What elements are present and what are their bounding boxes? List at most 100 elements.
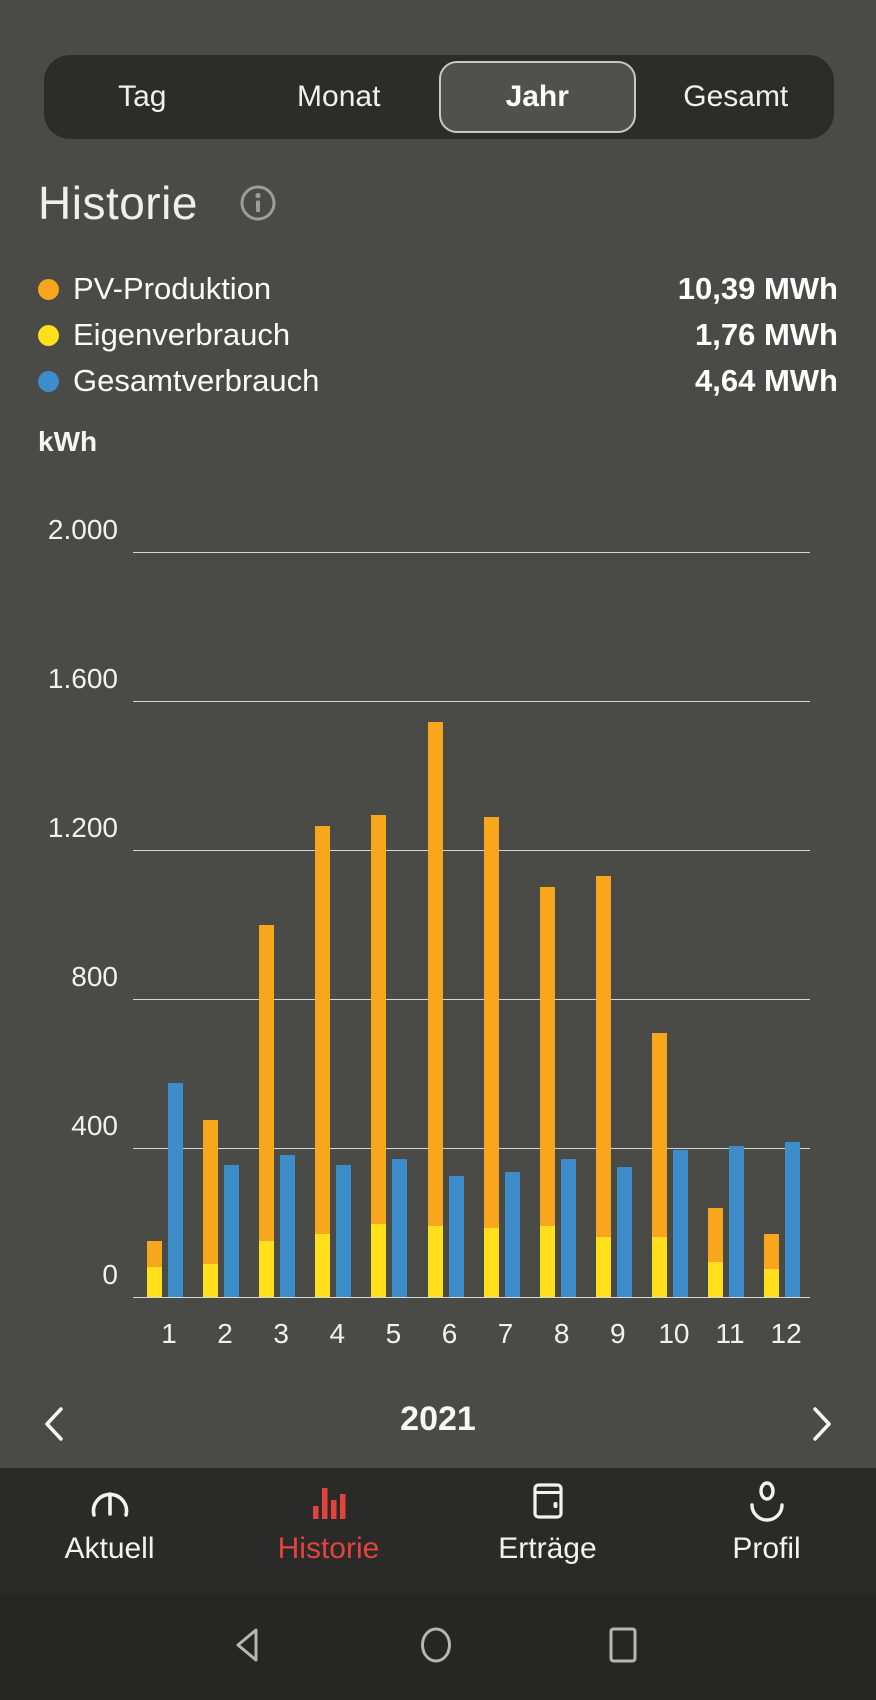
next-year-button[interactable] xyxy=(798,1402,842,1446)
eigenverbrauch-bar-month-10[interactable] xyxy=(651,1237,667,1297)
x-axis-month-label: 3 xyxy=(273,1318,289,1349)
y-axis-tick-label: 2.000 xyxy=(47,514,118,545)
gesamtverbrauch-bar-month-10[interactable] xyxy=(672,1149,688,1297)
gauge-icon xyxy=(87,1478,133,1524)
x-axis-month-label: 6 xyxy=(441,1318,458,1349)
previous-year-button[interactable] xyxy=(34,1402,78,1446)
android-back-button[interactable] xyxy=(219,1617,279,1677)
tab-period-tag[interactable]: Tag xyxy=(46,61,239,133)
y-axis-tick-label: 0 xyxy=(102,1259,118,1290)
back-icon xyxy=(226,1622,272,1673)
tab-period-label: Gesamt xyxy=(683,80,789,113)
nav-item-label: Aktuell xyxy=(64,1532,155,1565)
nav-item-label: Erträge xyxy=(498,1532,597,1565)
pv-produktion-bar-month-2[interactable] xyxy=(203,1120,219,1297)
gesamtverbrauch-bar-month-2[interactable] xyxy=(224,1164,240,1297)
pv-produktion-bar-month-8[interactable] xyxy=(539,887,555,1297)
gridline xyxy=(133,850,810,851)
legend-value: 4,64 MWh xyxy=(695,363,838,398)
tab-period-label: Jahr xyxy=(505,80,569,113)
pv-produktion-bar-month-6[interactable] xyxy=(427,721,443,1297)
home-icon xyxy=(413,1622,459,1673)
tab-period-label: Monat xyxy=(297,80,381,113)
legend-value: 1,76 MWh xyxy=(695,317,838,352)
x-axis-month-label: 4 xyxy=(329,1318,346,1349)
gesamtverbrauch-bar-month-1[interactable] xyxy=(168,1082,183,1297)
bottom-tab-bar: Aktuell Historie Erträge Profil xyxy=(0,1468,876,1594)
android-home-button[interactable] xyxy=(406,1617,466,1677)
nav-item-profil[interactable]: Profil xyxy=(657,1468,876,1594)
eigenverbrauch-bar-month-11[interactable] xyxy=(708,1261,723,1297)
legend-label: PV-Produktion xyxy=(73,271,272,306)
x-axis-month-label: 10 xyxy=(658,1318,690,1349)
eigenverbrauch-bar-month-9[interactable] xyxy=(595,1237,611,1297)
person-icon xyxy=(744,1478,790,1524)
gridline xyxy=(133,552,810,553)
pv-produktion-bar-month-9[interactable] xyxy=(595,876,611,1297)
gesamtverbrauch-bar-month-12[interactable] xyxy=(785,1142,801,1297)
y-axis-tick-label: 400 xyxy=(71,1110,118,1141)
gesamtverbrauch-bar-month-11[interactable] xyxy=(729,1146,744,1297)
gesamtverbrauch-bar-month-6[interactable] xyxy=(448,1175,464,1297)
legend-dot-icon xyxy=(38,278,59,300)
nav-item-aktuell[interactable]: Aktuell xyxy=(0,1468,219,1594)
android-recents-button[interactable] xyxy=(593,1617,653,1677)
tab-period-monat[interactable]: Monat xyxy=(243,61,436,133)
tab-period-gesamt[interactable]: Gesamt xyxy=(640,61,833,133)
x-axis-month-label: 7 xyxy=(497,1318,514,1349)
gesamtverbrauch-bar-month-4[interactable] xyxy=(336,1164,352,1297)
eigenverbrauch-bar-month-7[interactable] xyxy=(483,1228,499,1297)
tab-period-label: Tag xyxy=(118,80,167,113)
legend-value: 10,39 MWh xyxy=(677,271,838,306)
nav-item-historie[interactable]: Historie xyxy=(219,1468,438,1594)
legend-label: Gesamtverbrauch xyxy=(73,363,320,398)
nav-item-label: Profil xyxy=(732,1532,801,1565)
pv-produktion-bar-month-7[interactable] xyxy=(483,816,499,1297)
x-axis-month-label: 2 xyxy=(217,1318,233,1349)
wallet-icon xyxy=(525,1478,571,1524)
y-axis-tick-label: 1.600 xyxy=(47,663,118,694)
info-icon[interactable] xyxy=(238,183,278,223)
eigenverbrauch-bar-month-1[interactable] xyxy=(147,1267,162,1297)
pv-produktion-bar-month-5[interactable] xyxy=(371,814,387,1297)
android-navigation-bar xyxy=(0,1594,876,1700)
x-axis-month-label: 9 xyxy=(610,1318,626,1349)
pv-produktion-bar-month-10[interactable] xyxy=(651,1032,667,1297)
gridline xyxy=(133,999,810,1000)
gesamtverbrauch-bar-month-3[interactable] xyxy=(280,1155,296,1297)
history-chart-plot xyxy=(133,552,810,1298)
bar-chart-icon xyxy=(306,1478,352,1524)
tab-period-jahr[interactable]: Jahr xyxy=(439,61,636,133)
gesamtverbrauch-bar-month-8[interactable] xyxy=(560,1159,576,1297)
eigenverbrauch-bar-month-3[interactable] xyxy=(259,1241,275,1297)
y-axis-tick-label: 1.200 xyxy=(47,812,118,843)
legend: PV-Produktion 10,39 MWh Eigenverbrauch 1,76… xyxy=(38,266,838,404)
x-axis-month-label: 5 xyxy=(385,1318,402,1349)
legend-row: Gesamtverbrauch 4,64 MWh xyxy=(38,358,838,404)
gesamtverbrauch-bar-month-7[interactable] xyxy=(504,1172,520,1297)
gesamtverbrauch-bar-month-5[interactable] xyxy=(392,1159,408,1297)
eigenverbrauch-bar-month-5[interactable] xyxy=(371,1224,387,1297)
gridline xyxy=(133,701,810,702)
gridline xyxy=(133,1297,810,1298)
year-label: 2021 xyxy=(400,1400,476,1438)
pv-produktion-bar-month-4[interactable] xyxy=(315,825,331,1297)
eigenverbrauch-bar-month-6[interactable] xyxy=(427,1226,443,1297)
y-axis-unit-label: kWh xyxy=(38,426,98,457)
eigenverbrauch-bar-month-8[interactable] xyxy=(539,1226,555,1297)
legend-dot-icon xyxy=(38,324,59,346)
legend-dot-icon xyxy=(38,370,59,392)
gesamtverbrauch-bar-month-9[interactable] xyxy=(616,1166,632,1297)
eigenverbrauch-bar-month-2[interactable] xyxy=(203,1263,219,1297)
eigenverbrauch-bar-month-4[interactable] xyxy=(315,1233,331,1297)
nav-item-ertrage[interactable]: Erträge xyxy=(438,1468,657,1594)
nav-item-label: Historie xyxy=(277,1532,380,1565)
gridline xyxy=(133,1148,810,1149)
x-axis-month-label: 12 xyxy=(770,1318,802,1349)
eigenverbrauch-bar-month-12[interactable] xyxy=(764,1269,780,1297)
x-axis-month-label: 1 xyxy=(161,1318,177,1349)
page-title: Historie xyxy=(38,177,198,229)
x-axis-month-label: 11 xyxy=(715,1318,745,1349)
pv-produktion-bar-month-3[interactable] xyxy=(259,924,275,1297)
